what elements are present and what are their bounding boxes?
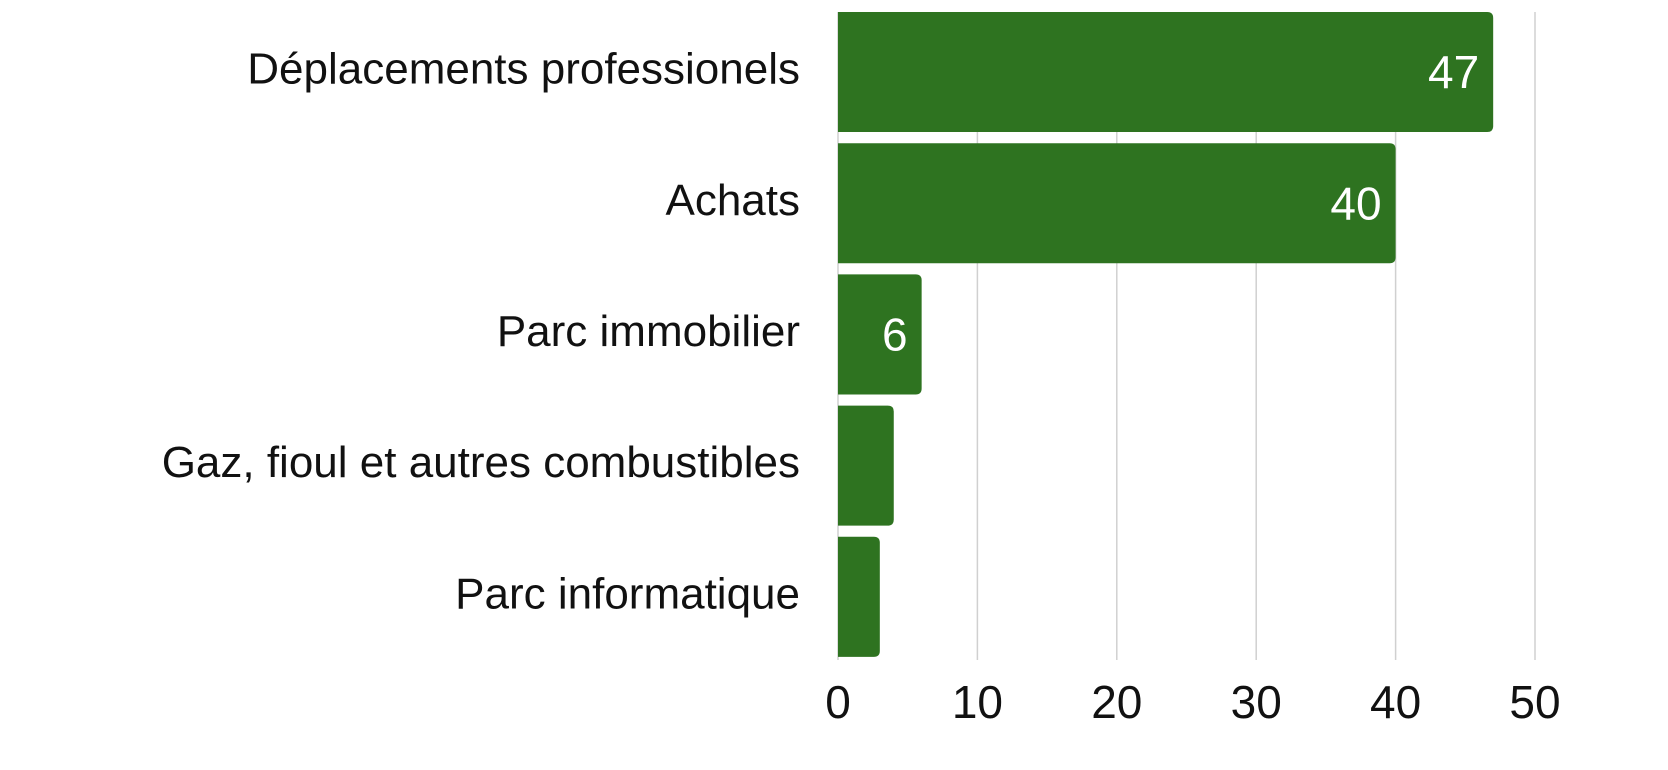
x-tick-label: 30: [1231, 676, 1282, 728]
x-tick-label: 20: [1091, 676, 1142, 728]
data-label: 47: [1428, 46, 1479, 98]
y-tick-label: Gaz, fioul et autres combustibles: [162, 438, 800, 487]
y-tick-label: Achats: [665, 176, 800, 225]
data-label: 6: [882, 309, 908, 361]
bar: [838, 536, 880, 657]
x-tick-label: 0: [825, 676, 851, 728]
y-tick-label: Déplacements professionels: [247, 45, 800, 94]
x-tick-label: 50: [1509, 676, 1560, 728]
bar: [838, 274, 922, 395]
bar: [838, 405, 894, 526]
x-tick-label: 40: [1370, 676, 1421, 728]
y-tick-label: Parc immobilier: [497, 307, 800, 356]
x-tick-label: 10: [952, 676, 1003, 728]
bar: [838, 12, 1494, 133]
y-tick-label: Parc informatique: [455, 569, 800, 618]
data-label: 40: [1330, 177, 1381, 229]
bar: [838, 143, 1396, 264]
